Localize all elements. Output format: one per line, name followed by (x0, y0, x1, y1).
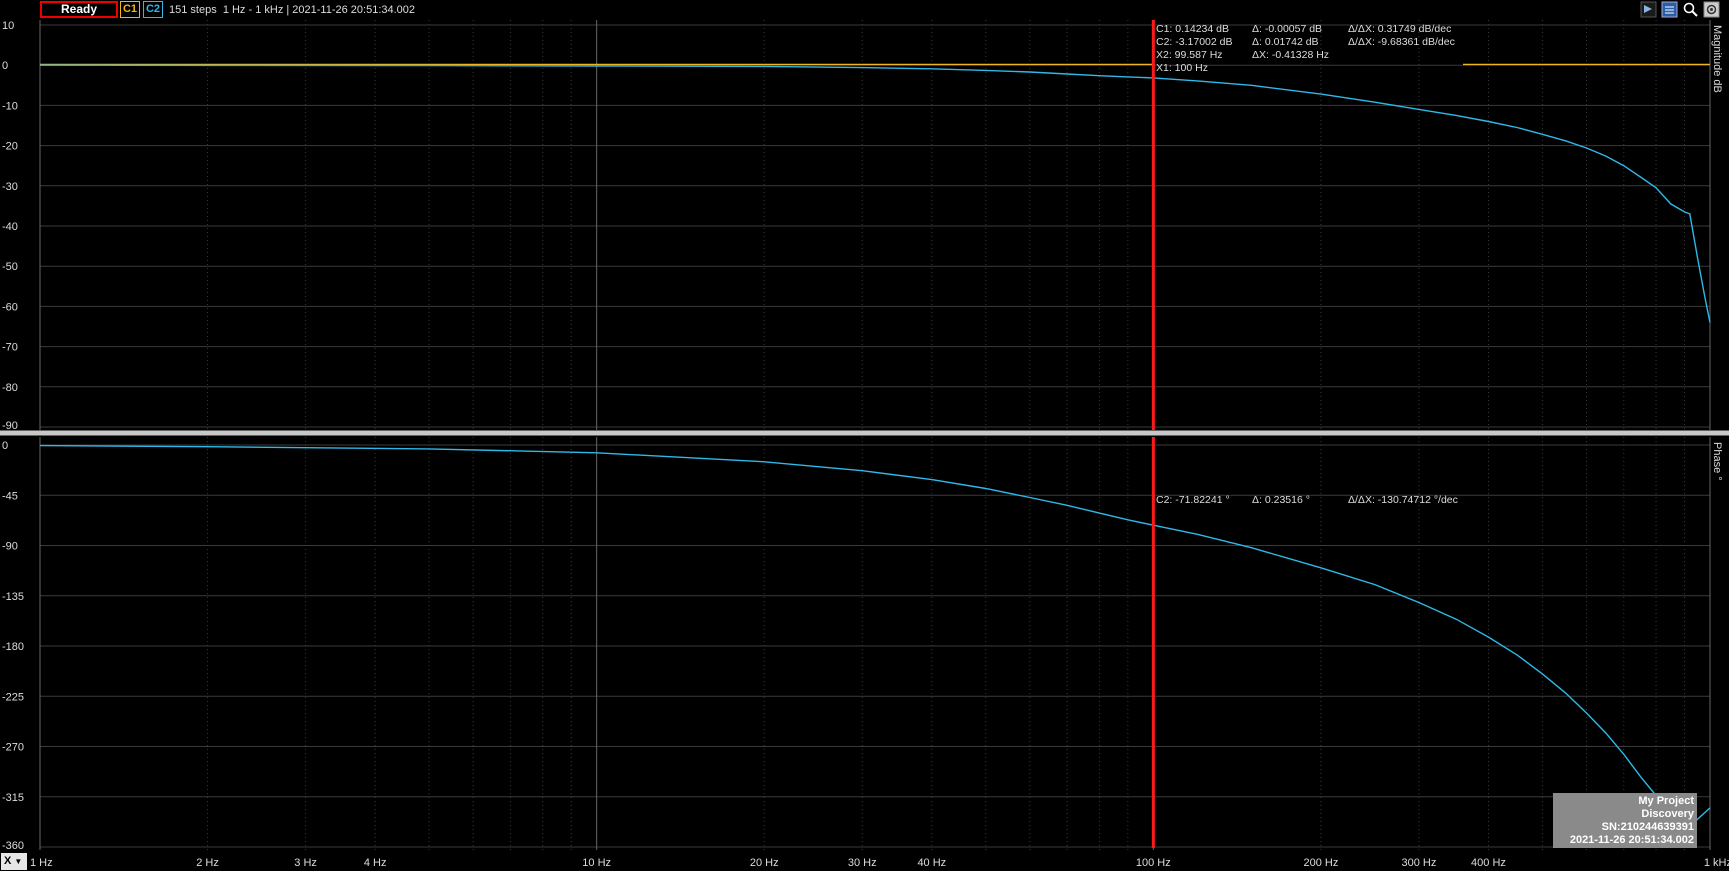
x-tick-label: 10 Hz (582, 857, 611, 869)
x-tick-label: 1 Hz (30, 857, 53, 869)
readout-delta-x: ΔX: -0.41328 Hz (1252, 49, 1329, 61)
x-tick-label: 400 Hz (1471, 857, 1506, 869)
watermark-device: Discovery (1641, 808, 1694, 820)
x-tick-label: 200 Hz (1303, 857, 1338, 869)
channel-1-toggle[interactable]: C1 (120, 1, 140, 18)
phase-cursor-readout: C2: -71.82241 ° Δ: 0.23516 ° Δ/ΔX: -130.… (1156, 494, 1458, 506)
channel-2-toggle[interactable]: C2 (143, 1, 163, 18)
phase-traces (39, 444, 1711, 833)
watermark-timestamp: 2021-11-26 20:51:34.002 (1569, 834, 1694, 846)
acquisition-info: 151 steps 1 Hz - 1 kHz | 2021-11-26 20:5… (169, 4, 416, 16)
magnitude-y-ticks: 10 0 -10 -20 -30 -40 -50 -60 -70 -80 -90 (2, 20, 18, 432)
y-tick-label: 10 (2, 20, 14, 32)
x-tick-label: 40 Hz (917, 857, 946, 869)
settings-icon[interactable] (1703, 1, 1720, 18)
readout-delta-c2: Δ: 0.01742 dB (1252, 36, 1319, 48)
y-tick-label: -315 (2, 792, 24, 804)
y-tick-label: -90 (2, 420, 18, 432)
y-tick-label: -30 (2, 181, 18, 193)
readout-x1: X1: 100 Hz (1156, 62, 1208, 74)
readout-x2: X2: 99.587 Hz (1156, 49, 1223, 61)
toolbar: Ready C1 C2 151 steps 1 Hz - 1 kHz | 202… (0, 0, 1729, 20)
y-tick-label: 0 (2, 440, 8, 452)
y-tick-label: -70 (2, 342, 18, 354)
y-tick-label: -80 (2, 382, 18, 394)
x-tick-label: 20 Hz (750, 857, 779, 869)
y-tick-label: -45 (2, 490, 18, 502)
cursor-tool-icon[interactable] (1640, 1, 1657, 18)
x-selector-label: X (4, 855, 12, 867)
magnitude-cursor-readout: C1: 0.14234 dB C2: -3.17002 dB X2: 99.58… (1156, 23, 1455, 74)
y-tick-label: -10 (2, 100, 18, 112)
x-tick-label: 3 Hz (294, 857, 317, 869)
x-tick-label: 1 kHz (1704, 857, 1729, 869)
readout-c2: C2: -3.17002 dB (1156, 36, 1232, 48)
frequency-x-ticks: 1 Hz 2 Hz 3 Hz 4 Hz 10 Hz 20 Hz 30 Hz 40 Hz 100 … (30, 857, 1729, 869)
x-axis-selector[interactable]: X ▼ (1, 853, 27, 870)
readout-slope-c2: Δ/ΔX: -9.68361 dB/dec (1348, 36, 1455, 48)
y-tick-label: -225 (2, 691, 24, 703)
readout-delta-c1: Δ: -0.00057 dB (1252, 23, 1322, 35)
readout-phase-delta: Δ: 0.23516 ° (1252, 494, 1310, 506)
y-tick-label: -50 (2, 261, 18, 273)
y-tick-label: -135 (2, 591, 24, 603)
phase-axis-label: Phase ° (1711, 442, 1723, 481)
y-tick-label: -40 (2, 221, 18, 233)
magnitude-axis-label: Magnitude dB (1711, 25, 1723, 93)
readout-slope-c1: Δ/ΔX: 0.31749 dB/dec (1348, 23, 1451, 35)
magnitude-trace-c2 (39, 64, 1711, 323)
x-tick-label: 30 Hz (848, 857, 877, 869)
phase-trace-c2 (39, 444, 1711, 833)
readout-phase-c2: C2: -71.82241 ° (1156, 494, 1230, 506)
zoom-icon[interactable] (1682, 1, 1699, 18)
y-tick-label: -20 (2, 141, 18, 153)
device-watermark: My Project Discovery SN:210244639391 202… (1553, 793, 1697, 848)
y-tick-label: -90 (2, 541, 18, 553)
y-tick-label: -270 (2, 742, 24, 754)
chevron-down-icon: ▼ (14, 857, 23, 866)
x-tick-label: 100 Hz (1136, 857, 1171, 869)
status-indicator: Ready (40, 1, 118, 18)
x-tick-label: 2 Hz (196, 857, 219, 869)
x-tick-label: 300 Hz (1402, 857, 1437, 869)
magnitude-grid (39, 20, 1711, 430)
y-tick-label: -60 (2, 301, 18, 313)
readout-c1: C1: 0.14234 dB (1156, 23, 1229, 35)
watermark-serial: SN:210244639391 (1601, 821, 1694, 833)
y-tick-label: 0 (2, 60, 8, 72)
magnitude-traces (39, 63, 1711, 323)
table-icon[interactable] (1661, 1, 1678, 18)
x-tick-label: 4 Hz (364, 857, 387, 869)
watermark-project: My Project (1638, 795, 1694, 807)
y-tick-label: -360 (2, 840, 24, 852)
y-tick-label: -180 (2, 641, 24, 653)
readout-phase-slope: Δ/ΔX: -130.74712 °/dec (1348, 494, 1458, 506)
phase-grid (39, 437, 1711, 850)
phase-y-ticks: 0 -45 -90 -135 -180 -225 -270 -315 -360 (2, 440, 24, 852)
